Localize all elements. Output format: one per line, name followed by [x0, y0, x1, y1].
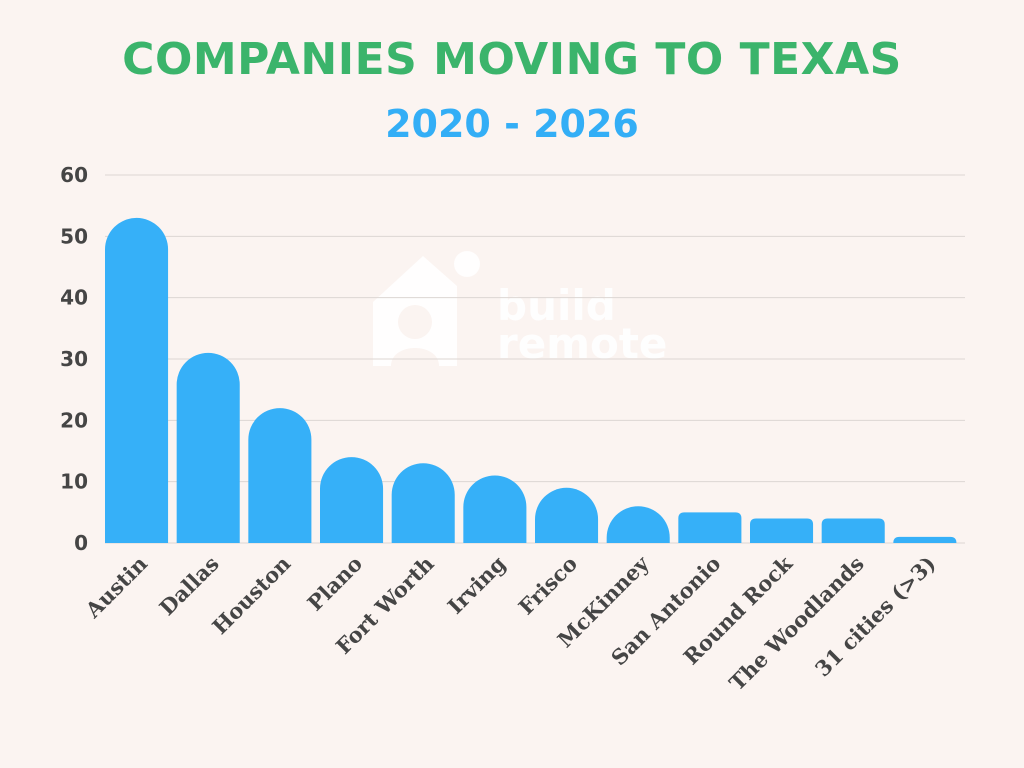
- watermark-text: build remote: [497, 281, 668, 368]
- bar-mckinney: [606, 506, 670, 543]
- bar-31-cities-3: [893, 536, 957, 543]
- x-tick-label: The Woodlands: [724, 551, 869, 696]
- bar-fort-worth: [391, 463, 455, 543]
- bar-frisco: [535, 487, 599, 543]
- chart-subtitle: 2020 - 2026: [385, 102, 639, 146]
- y-tick-label: 20: [60, 408, 88, 432]
- bar-houston: [248, 408, 312, 543]
- watermark-logo-icon: [373, 251, 480, 366]
- x-tick-label: Frisco: [513, 551, 582, 620]
- bar-plano: [320, 457, 384, 543]
- y-axis-ticks: 0 10 20 30 40 50 60: [60, 163, 88, 555]
- y-tick-label: 50: [60, 224, 88, 248]
- x-tick-label: Austin: [80, 551, 152, 623]
- bar-dallas: [176, 352, 240, 543]
- chart-title: COMPANIES MOVING TO TEXAS: [122, 34, 902, 85]
- x-tick-label: Houston: [207, 551, 295, 639]
- x-tick-label: Dallas: [154, 551, 223, 620]
- y-tick-label: 30: [60, 347, 88, 371]
- y-tick-label: 40: [60, 286, 88, 310]
- bar-the-woodlands: [821, 518, 885, 543]
- y-tick-label: 60: [60, 163, 88, 187]
- bar-round-rock: [750, 518, 814, 543]
- x-tick-label: Plano: [302, 551, 367, 616]
- watermark-word-0: build: [497, 281, 616, 330]
- x-tick-label: Irving: [442, 551, 510, 619]
- bar-san-antonio: [678, 512, 742, 543]
- grid-lines: [105, 174, 965, 544]
- bar-austin: [105, 217, 169, 543]
- bars: [105, 217, 957, 543]
- bar-irving: [463, 475, 527, 543]
- y-tick-label: 0: [74, 531, 88, 555]
- x-tick-label: 31 cities (>3): [810, 551, 941, 682]
- y-tick-label: 10: [60, 470, 88, 494]
- watermark-word-1: remote: [497, 319, 668, 368]
